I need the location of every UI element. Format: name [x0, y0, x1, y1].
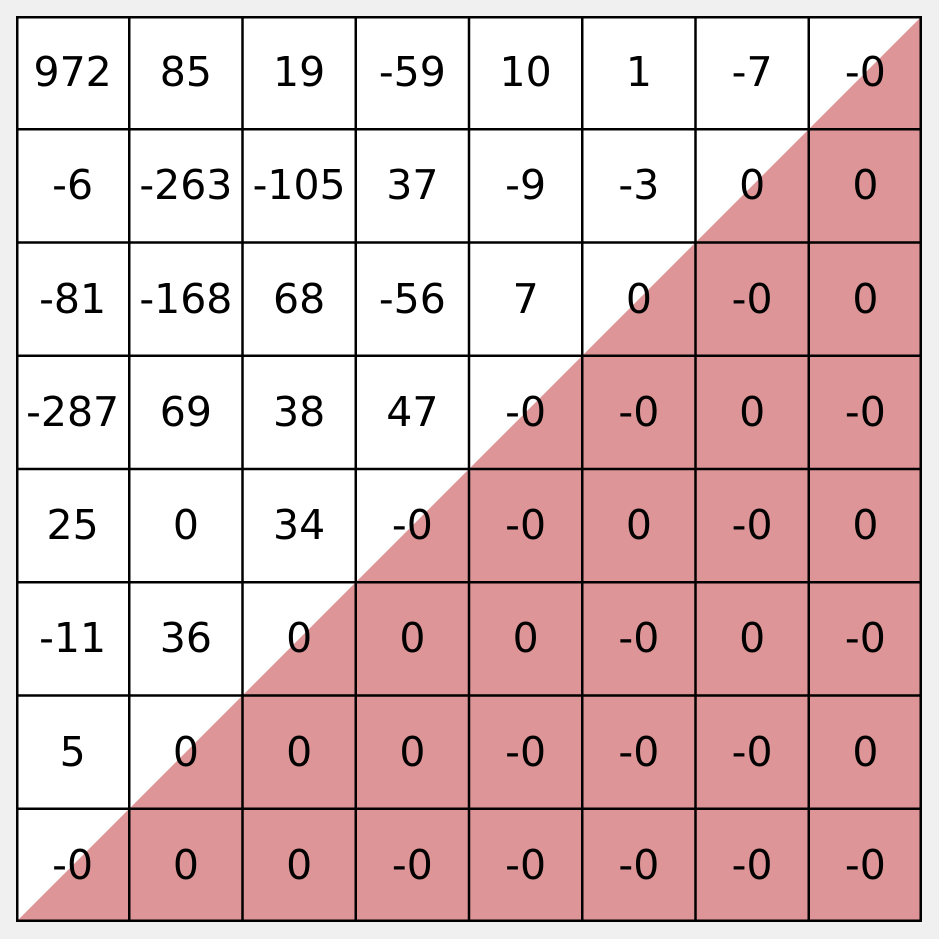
matrix-cell: 0: [739, 161, 766, 210]
matrix-cell: -0: [391, 840, 433, 889]
matrix-cell: -7: [731, 48, 773, 97]
matrix-cell: 7: [512, 274, 539, 323]
matrix-cell: 85: [159, 48, 212, 97]
matrix-cell: 0: [172, 501, 199, 550]
matrix-cell: 1: [625, 48, 652, 97]
matrix-cell: 0: [286, 727, 313, 776]
matrix-cell: 68: [273, 274, 326, 323]
matrix-cell: 25: [46, 501, 99, 550]
matrix-cell: 0: [852, 727, 879, 776]
matrix-cell: 36: [159, 614, 212, 663]
matrix-cell: 0: [852, 501, 879, 550]
matrix-cell: 47: [386, 387, 439, 436]
matrix-cell: 0: [625, 501, 652, 550]
matrix-cell: -0: [505, 387, 547, 436]
matrix-cell: 69: [159, 387, 212, 436]
matrix-cell: 0: [172, 727, 199, 776]
matrix-cell: -0: [844, 840, 886, 889]
matrix-cell: 0: [399, 727, 426, 776]
matrix-cell: -3: [618, 161, 660, 210]
matrix-cell: 0: [625, 274, 652, 323]
matrix-cell: -6: [52, 161, 94, 210]
matrix-cell: -263: [139, 161, 233, 210]
matrix-cell: -0: [52, 840, 94, 889]
matrix-cell: -0: [844, 614, 886, 663]
matrix-cell: 0: [739, 387, 766, 436]
matrix-cell: 0: [399, 614, 426, 663]
matrix-cell: -0: [505, 501, 547, 550]
matrix-cell: 0: [172, 840, 199, 889]
matrix-cell: 0: [286, 840, 313, 889]
matrix-cell: -0: [844, 48, 886, 97]
matrix-cell: 972: [33, 48, 112, 97]
matrix-cell: -168: [139, 274, 233, 323]
matrix-cell: 0: [852, 161, 879, 210]
matrix-cell: 10: [499, 48, 552, 97]
matrix-cell: -0: [505, 840, 547, 889]
matrix-cell: 0: [286, 614, 313, 663]
matrix-cell: -0: [731, 727, 773, 776]
matrix-cell: 37: [386, 161, 439, 210]
matrix-cell: -0: [731, 274, 773, 323]
matrix-cell: -0: [505, 727, 547, 776]
matrix-cell: 38: [273, 387, 326, 436]
matrix-cell: 0: [739, 614, 766, 663]
matrix-cell: -0: [618, 387, 660, 436]
matrix-cell: -0: [618, 840, 660, 889]
matrix-cell: -56: [378, 274, 446, 323]
matrix-cells: 972 85 19 -59 10 1 -7 -0 -6 -263 -105 37 -9 -3 0 0 -81 -1…: [16, 16, 922, 922]
matrix-cell: 34: [273, 501, 326, 550]
coefficient-matrix: 972 85 19 -59 10 1 -7 -0 -6 -263 -105 37 -9 -3 0 0 -81 -1…: [16, 16, 922, 922]
matrix-cell: 0: [512, 614, 539, 663]
matrix-cell: 19: [273, 48, 326, 97]
matrix-cell: -0: [618, 614, 660, 663]
matrix-cell: -105: [252, 161, 346, 210]
matrix-cell: -81: [39, 274, 107, 323]
matrix-cell: -287: [26, 387, 120, 436]
matrix-cell: -11: [39, 614, 107, 663]
matrix-cell: -0: [844, 387, 886, 436]
matrix-cell: -59: [378, 48, 446, 97]
matrix-cell: -9: [505, 161, 547, 210]
matrix-cell: 0: [852, 274, 879, 323]
matrix-cell: -0: [731, 501, 773, 550]
matrix-cell: 5: [59, 727, 86, 776]
matrix-cell: -0: [731, 840, 773, 889]
matrix-cell: -0: [618, 727, 660, 776]
matrix-cell: -0: [391, 501, 433, 550]
